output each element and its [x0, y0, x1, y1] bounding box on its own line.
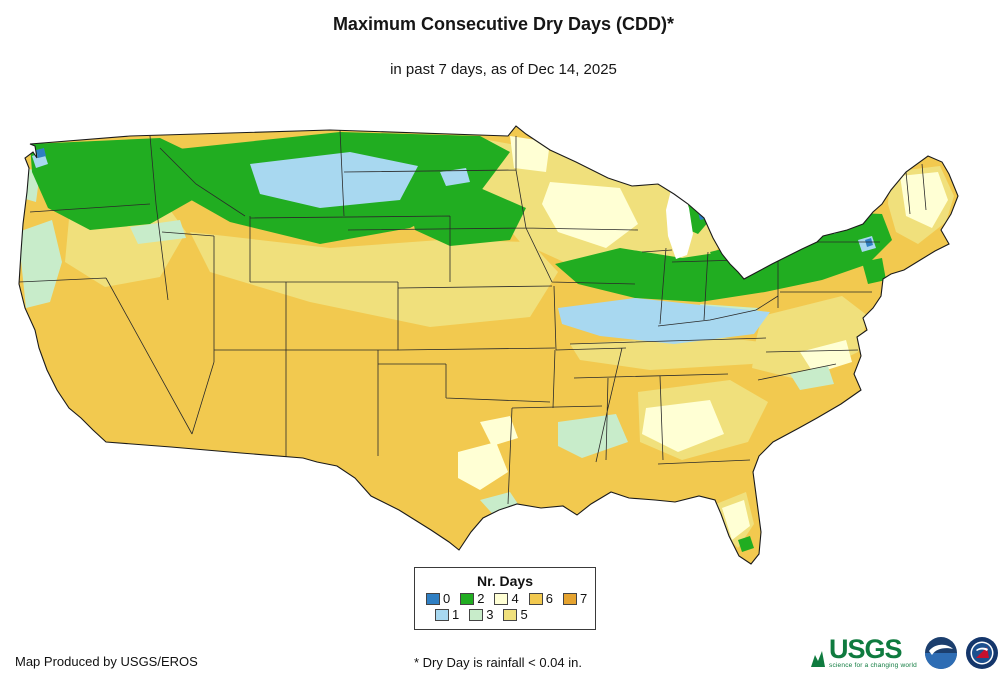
- credit-text: Map Produced by USGS/EROS: [15, 654, 198, 669]
- legend-item-2: 2: [460, 592, 484, 605]
- legend-row-1: 0 2 4 6 7: [424, 591, 588, 606]
- legend-item-6: 6: [528, 591, 553, 606]
- legend-swatch-0: [426, 592, 440, 605]
- legend-swatch-7: [562, 592, 577, 605]
- legend-label-3: 3: [486, 607, 494, 622]
- legend-label-5: 5: [520, 607, 528, 622]
- legend-swatch-5: [503, 608, 518, 621]
- legend-row-2: 1 3 5: [424, 608, 586, 621]
- legend-title: Nr. Days: [476, 573, 534, 589]
- legend-item-5: 5: [503, 607, 528, 622]
- legend-item-4: 4: [494, 591, 519, 606]
- cdd-5day-regions: [65, 140, 954, 548]
- us-cdd-map: [18, 125, 959, 565]
- legend-swatch-2: [460, 592, 475, 605]
- usgs-wordmark: USGS: [829, 633, 903, 664]
- map-subtitle: in past 7 days, as of Dec 14, 2025: [390, 61, 617, 78]
- legend-label-1: 1: [452, 607, 460, 622]
- usgs-mark-icon: [811, 651, 826, 668]
- agency-logos: USGS science for a changing world: [810, 633, 999, 670]
- legend-label-4: 4: [511, 591, 519, 606]
- legend-item-1: 1: [435, 608, 459, 621]
- legend-label-7: 7: [579, 591, 588, 606]
- legend-swatch-1: [435, 608, 449, 621]
- legend: Nr. Days 0 2 4 6 7: [414, 567, 596, 630]
- legend-item-3: 3: [469, 608, 493, 621]
- legend-label-6: 6: [545, 591, 553, 606]
- cdd-4day-regions: [458, 136, 948, 540]
- usgs-tagline: science for a changing world: [829, 662, 917, 670]
- legend-swatch-3: [469, 608, 484, 621]
- legend-swatch-6: [528, 592, 543, 605]
- legend-item-7: 7: [562, 591, 588, 606]
- cdd-2day-regions: [30, 132, 892, 552]
- nws-logo-icon: [966, 637, 998, 669]
- map-title: Maximum Consecutive Dry Days (CDD)*: [332, 14, 675, 34]
- usgs-logo: USGS science for a changing world: [810, 633, 917, 670]
- legend-item-0: 0: [426, 592, 450, 605]
- lake-michigan: [666, 186, 693, 259]
- state-boundaries: [19, 129, 927, 505]
- legend-swatch-4: [494, 592, 509, 605]
- legend-label-0: 0: [443, 591, 451, 606]
- dry-day-note: * Dry Day is rainfall < 0.04 in.: [414, 655, 582, 670]
- legend-label-2: 2: [477, 591, 485, 606]
- noaa-logo-icon: [925, 637, 957, 669]
